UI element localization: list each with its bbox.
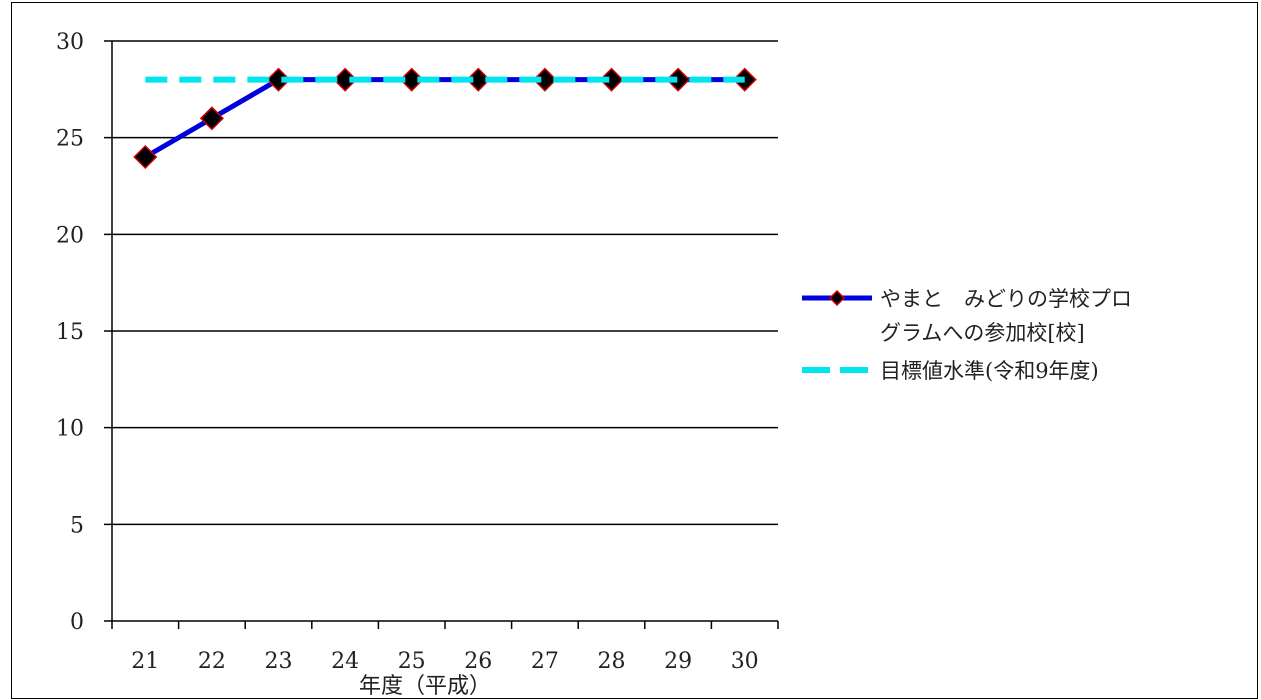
x-tick-label: 23 xyxy=(265,649,293,674)
series-line-participating-schools xyxy=(144,77,745,160)
x-tick-label: 24 xyxy=(331,649,359,674)
data-point-marker xyxy=(599,67,624,92)
series xyxy=(133,67,757,170)
data-point-marker xyxy=(399,67,424,92)
y-tick-label: 0 xyxy=(70,610,84,635)
y-tick-label: 30 xyxy=(56,30,84,55)
data-point-marker xyxy=(133,144,158,170)
x-tick-label: 26 xyxy=(464,649,492,674)
x-tick-label: 21 xyxy=(131,649,159,674)
data-point-marker xyxy=(199,106,224,131)
axes xyxy=(104,41,779,629)
x-axis-label: 年度（平成） xyxy=(359,674,491,699)
x-tick-label: 25 xyxy=(398,649,426,674)
legend-label-target-level: 目標値水準(令和9年度) xyxy=(880,359,1099,383)
x-tick-label: 28 xyxy=(598,649,626,674)
data-point-marker xyxy=(266,67,291,92)
gridlines xyxy=(104,40,778,526)
data-point-marker xyxy=(666,67,691,92)
legend-label-participating-schools: グラムへの参加校[校] xyxy=(880,321,1085,345)
x-tick-labels: 21 22 23 24 25 26 27 28 29 30 xyxy=(131,649,758,674)
y-tick-label: 25 xyxy=(56,127,84,152)
legend-label-participating-schools: やまと みどりの学校プロ xyxy=(880,287,1132,311)
y-tick-label: 5 xyxy=(70,513,84,538)
x-tick-label: 22 xyxy=(198,649,226,674)
data-point-marker xyxy=(532,67,557,92)
data-point-marker xyxy=(333,67,358,92)
y-tick-label: 20 xyxy=(56,223,84,248)
y-tick-labels: 0 5 10 15 20 25 30 xyxy=(56,30,84,635)
data-point-marker xyxy=(466,67,491,92)
x-tick-label: 29 xyxy=(664,649,692,674)
x-tick-label: 30 xyxy=(731,649,759,674)
x-tick-label: 27 xyxy=(531,649,559,674)
y-tick-label: 10 xyxy=(56,417,84,442)
legend-marker xyxy=(828,289,846,307)
y-tick-label: 15 xyxy=(56,320,84,345)
